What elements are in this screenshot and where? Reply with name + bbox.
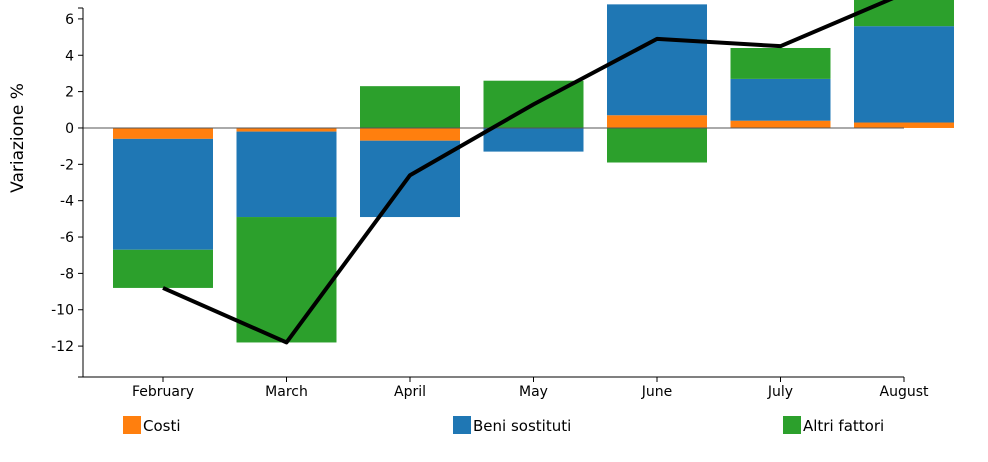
legend-label-costi: Costi bbox=[143, 417, 181, 435]
y-tick-label: -10 bbox=[51, 303, 74, 319]
y-tick-label: 0 bbox=[65, 121, 74, 137]
bar-beni-sostituti-august bbox=[854, 26, 954, 123]
bar-costi-february bbox=[113, 127, 213, 139]
bar-costi-june bbox=[607, 115, 707, 128]
y-tick-label: 2 bbox=[65, 85, 74, 101]
x-tick-label-may: May bbox=[519, 384, 548, 400]
x-tick-label-march: March bbox=[265, 384, 308, 400]
bar-beni-sostituti-march bbox=[236, 131, 337, 218]
bar-altri-fattori-february bbox=[113, 249, 213, 288]
bar-beni-sostituti-february bbox=[113, 138, 213, 250]
legend-label-altri-fattori: Altri fattori bbox=[803, 417, 884, 435]
bar-beni-sostituti-july bbox=[730, 78, 831, 121]
legend: Costi Beni sostituti Altri fattori bbox=[123, 416, 884, 435]
bar-costi-march bbox=[236, 127, 337, 132]
bar-beni-sostituti-april bbox=[360, 140, 460, 218]
x-tick-label-august: August bbox=[880, 384, 930, 400]
bar-altri-fattori-june bbox=[607, 127, 707, 163]
y-axis: 6 4 2 0 -2 -4 -6 -8 -10 -12 bbox=[51, 7, 84, 378]
bar-altri-fattori-april bbox=[360, 86, 460, 128]
bar-beni-sostituti-may bbox=[483, 127, 584, 152]
bar-costi-july bbox=[730, 120, 831, 128]
x-axis: February March April May June July August bbox=[83, 376, 930, 400]
y-axis-title: Variazione % bbox=[8, 83, 28, 193]
y-tick-label: -6 bbox=[60, 230, 74, 246]
bar-altri-fattori-august bbox=[854, 0, 954, 27]
bar-costi-april bbox=[360, 127, 460, 141]
y-tick-label: 4 bbox=[65, 48, 74, 64]
x-tick-label-april: April bbox=[394, 384, 426, 400]
legend-swatch-costi bbox=[123, 416, 141, 434]
y-tick-label: -12 bbox=[51, 339, 74, 355]
bar-costi-august bbox=[854, 122, 954, 128]
y-tick-label: -2 bbox=[60, 157, 74, 173]
bar-altri-fattori-march bbox=[236, 217, 337, 343]
bar-beni-sostituti-june bbox=[607, 4, 707, 116]
plot-area bbox=[83, 0, 954, 345]
legend-swatch-beni-sostituti bbox=[453, 416, 471, 434]
total-line bbox=[162, 0, 894, 345]
legend-swatch-altri-fattori bbox=[783, 416, 801, 434]
bar-altri-fattori-july bbox=[730, 47, 831, 79]
y-tick-label: -8 bbox=[60, 266, 74, 282]
y-tick-label: -4 bbox=[60, 194, 74, 210]
x-tick-label-july: July bbox=[767, 384, 793, 400]
x-tick-label-june: June bbox=[641, 384, 673, 400]
x-tick-label-february: February bbox=[132, 384, 194, 400]
y-tick-label: 6 bbox=[65, 12, 74, 28]
legend-label-beni-sostituti: Beni sostituti bbox=[473, 417, 571, 435]
